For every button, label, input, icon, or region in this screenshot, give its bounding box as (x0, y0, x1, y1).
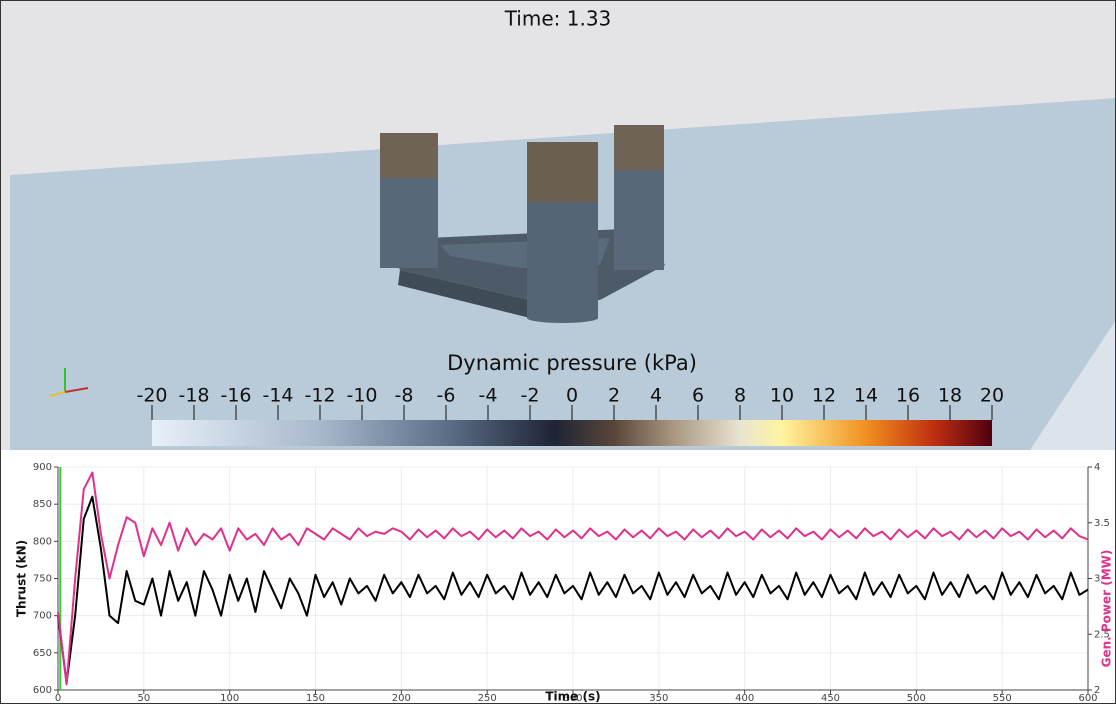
y-tick-label: 850 (33, 499, 52, 510)
colorbar-tick-label: -12 (304, 385, 335, 407)
colorbar-tick-label: -4 (479, 385, 498, 407)
colorbar-tick-label: 18 (938, 385, 962, 407)
platform (380, 125, 665, 323)
colorbar-ticks: -20 -18 -16 -14 -12 -10 -8 -6 -4 -2 0 2 4 6 8 10 12 14 16 1… (136, 385, 1004, 420)
series-line (57, 495, 1089, 684)
colorbar-tick-label: 6 (692, 385, 704, 407)
colorbar (152, 420, 992, 446)
colorbar-tick-label: 0 (566, 385, 578, 407)
colorbar-tick-label: 10 (770, 385, 794, 407)
y-tick-label: 750 (33, 574, 52, 585)
chart-view (0, 450, 1116, 704)
y-tick-label: 700 (33, 611, 52, 622)
colorbar-tick-label: 12 (812, 385, 836, 407)
x-tick-label: 550 (993, 693, 1012, 704)
colorbar-tick-label: -6 (437, 385, 456, 407)
y2-tick-label: 3 (1094, 574, 1100, 585)
x-tick-label: 100 (220, 693, 239, 704)
colorbar-tick-label: 4 (650, 385, 662, 407)
x-tick-label: 450 (821, 693, 840, 704)
colorbar-tick-label: 2 (608, 385, 620, 407)
plane-edge (1030, 320, 1116, 450)
colorbar-tick-label: -10 (346, 385, 377, 407)
time-label: Time: 1.33 (504, 7, 612, 31)
colorbar-tick-label: -14 (262, 385, 293, 407)
colorbar-tick-label: -2 (521, 385, 540, 407)
colorbar-tick-label: 14 (854, 385, 878, 407)
x-tick-label: 200 (392, 693, 411, 704)
y2-tick-label: 2.5 (1094, 629, 1110, 640)
x-axis-label: Time (s) (545, 690, 600, 704)
x-tick-label: 250 (478, 693, 497, 704)
x-tick-label: 400 (735, 693, 754, 704)
y-tick-label: 800 (33, 536, 52, 547)
y-tick-label: 900 (33, 462, 52, 473)
x-tick-label: 150 (306, 693, 325, 704)
plot: 0 50 100 150 200 250 300 350 400 450 500 550 600 600 6… (15, 462, 1114, 704)
colorbar-title: Dynamic pressure (kPa) (447, 351, 697, 375)
y2-tick-label: 4 (1094, 462, 1100, 473)
colorbar-tick-label: -16 (220, 385, 251, 407)
x-tick-label: 350 (649, 693, 668, 704)
colorbar-tick-label: 20 (980, 385, 1004, 407)
colorbar-tick-label: 8 (734, 385, 746, 407)
y-tick-label: 650 (33, 648, 52, 659)
y-tick-label: 600 (33, 685, 52, 696)
x-tick-label: 600 (1078, 693, 1097, 704)
y2-tick-label: 3.5 (1094, 518, 1110, 529)
x-tick-label: 50 (137, 693, 150, 704)
colorbar-tick-label: -20 (136, 385, 167, 407)
colorbar-tick-label: 16 (896, 385, 920, 407)
colorbar-tick-label: -8 (395, 385, 414, 407)
x-tick-label: 500 (907, 693, 926, 704)
axes-triad (49, 368, 89, 397)
colorbar-tick-label: -18 (178, 385, 209, 407)
x-tick-label: 300 (563, 693, 582, 704)
y2-axis-label: Gen. Power (MW) (1100, 550, 1114, 668)
y-axis-label: Thrust (kN) (15, 540, 29, 617)
y2-tick-label: 2 (1094, 685, 1100, 696)
x-tick-label: 0 (55, 693, 61, 704)
series-line (57, 471, 1089, 686)
